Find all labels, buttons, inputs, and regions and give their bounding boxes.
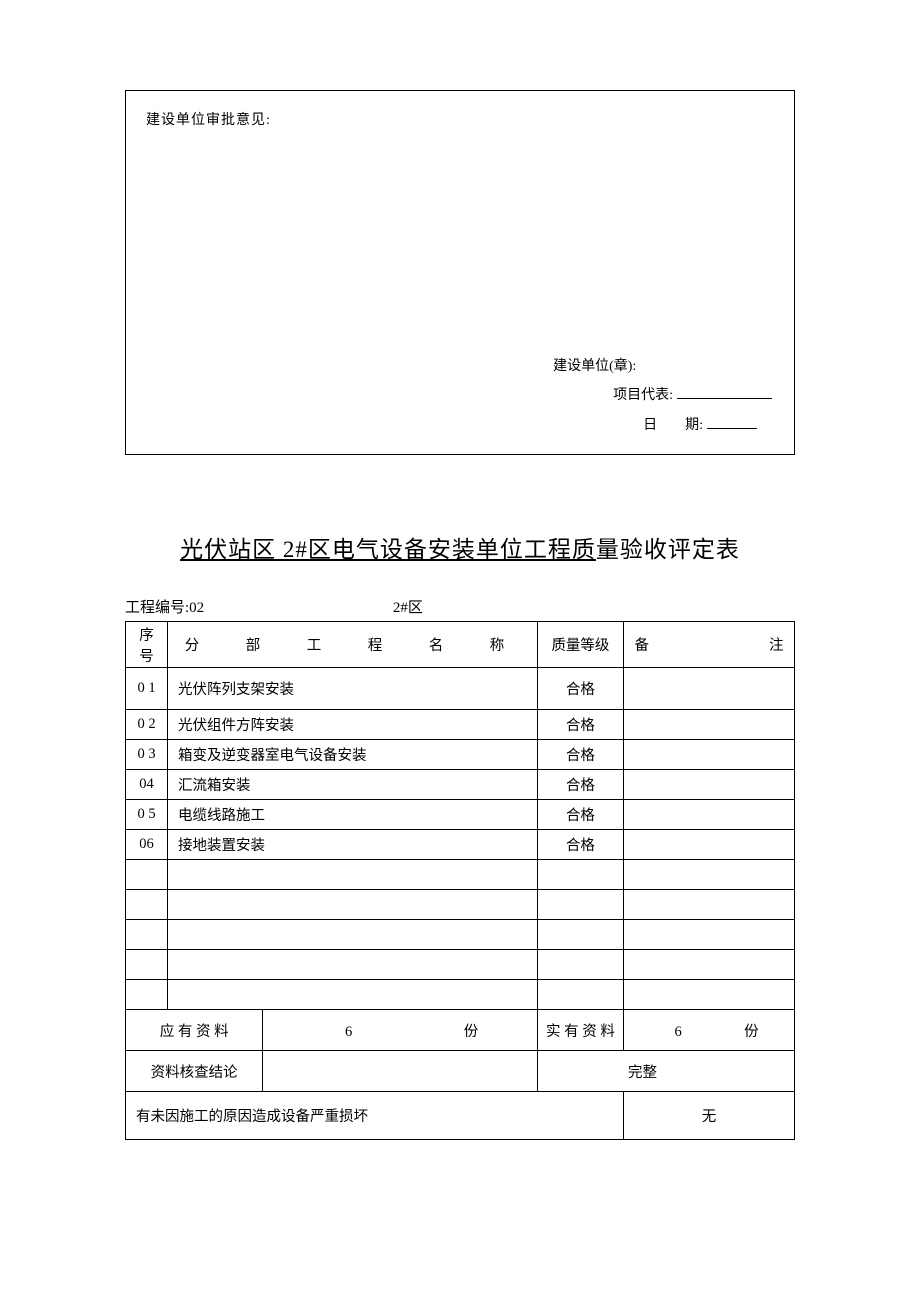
table-row-empty [126, 980, 795, 1010]
table-row-empty [126, 890, 795, 920]
cell-name: 电缆线路施工 [168, 800, 538, 830]
approval-unit-seal: 建设单位(章): [553, 352, 772, 381]
approval-footer: 建设单位(章): 项目代表: 日 期: [553, 352, 772, 440]
cell-name: 光伏阵列支架安装 [168, 668, 538, 710]
cell-remark [623, 668, 794, 710]
zone-label: 2#区 [393, 596, 423, 617]
hdr-grade: 质量等级 [538, 622, 624, 668]
cell-remark [623, 770, 794, 800]
check-label: 资料核查结论 [126, 1051, 263, 1091]
cell-name: 接地装置安装 [168, 830, 538, 860]
req-label: 应 有 资 料 [126, 1010, 263, 1050]
hdr-name: 分 部 工 程 名 称 [168, 622, 538, 668]
summary-damage-row: 有未因施工的原因造成设备严重损坏 无 [126, 1092, 795, 1140]
check-result: 完整 [538, 1051, 795, 1092]
damage-label: 有未因施工的原因造成设备严重损坏 [126, 1092, 624, 1140]
cell-remark [623, 710, 794, 740]
approval-date-suffix: 期: [685, 418, 703, 433]
hdr-seq: 序号 [126, 622, 168, 668]
cell-grade: 合格 [538, 710, 624, 740]
cell-remark [623, 800, 794, 830]
evaluation-table: 序号 分 部 工 程 名 称 质量等级 备注 0 1 光伏阵列支架安装 合格 0… [125, 621, 795, 1140]
proj-no-label: 工程编号: [125, 600, 189, 616]
cell-grade: 合格 [538, 770, 624, 800]
approval-date-prefix: 日 [643, 418, 657, 433]
cell-grade: 合格 [538, 668, 624, 710]
table-row: 04 汇流箱安装 合格 [126, 770, 795, 800]
approval-date-line: 日 期: [553, 411, 772, 440]
cell-grade: 合格 [538, 800, 624, 830]
actual-unit: 份 [721, 1020, 783, 1041]
cell-name: 汇流箱安装 [168, 770, 538, 800]
cell-seq: 0 2 [126, 710, 168, 740]
rep-underline [677, 398, 772, 399]
page-title: 光伏站区 2#区电气设备安装单位工程质量验收评定表 [125, 530, 795, 564]
cell-name: 光伏组件方阵安装 [168, 710, 538, 740]
proj-no-value: 02 [189, 600, 204, 616]
hdr-remark-a: 备 [634, 638, 649, 654]
meta-row: 工程编号:02 2#区 [125, 596, 795, 617]
table-header-row: 序号 分 部 工 程 名 称 质量等级 备注 [126, 622, 795, 668]
cell-name: 箱变及逆变器室电气设备安装 [168, 740, 538, 770]
table-row: 0 3 箱变及逆变器室电气设备安装 合格 [126, 740, 795, 770]
actual-label: 实 有 资 料 [538, 1010, 624, 1051]
hdr-remark-b: 注 [769, 638, 784, 654]
summary-check-row: 资料核查结论 完整 [126, 1051, 795, 1092]
table-row-empty [126, 950, 795, 980]
table-row: 0 1 光伏阵列支架安装 合格 [126, 668, 795, 710]
actual-count: 6 [636, 1024, 721, 1041]
table-row: 0 5 电缆线路施工 合格 [126, 800, 795, 830]
table-row-empty [126, 860, 795, 890]
req-count: 6 [278, 1024, 420, 1041]
damage-result: 无 [623, 1092, 794, 1140]
cell-seq: 0 5 [126, 800, 168, 830]
cell-seq: 0 3 [126, 740, 168, 770]
approval-rep-label: 项目代表: [613, 388, 673, 403]
req-unit: 份 [420, 1020, 523, 1041]
cell-grade: 合格 [538, 830, 624, 860]
cell-grade: 合格 [538, 740, 624, 770]
title-rest: 量验收评定表 [596, 537, 740, 562]
date-underline [707, 428, 757, 429]
approval-label: 建设单位审批意见: [146, 109, 774, 129]
table-row: 06 接地装置安装 合格 [126, 830, 795, 860]
approval-rep-line: 项目代表: [553, 381, 772, 410]
title-underlined: 光伏站区 2#区电气设备安装单位工程质 [180, 537, 596, 562]
table-row-empty [126, 920, 795, 950]
cell-remark [623, 830, 794, 860]
cell-seq: 04 [126, 770, 168, 800]
cell-seq: 0 1 [126, 668, 168, 710]
cell-remark [623, 740, 794, 770]
table-row: 0 2 光伏组件方阵安装 合格 [126, 710, 795, 740]
approval-box: 建设单位审批意见: 建设单位(章): 项目代表: 日 期: [125, 90, 795, 455]
summary-counts-row: 应 有 资 料 6份 实 有 资 料 6份 [126, 1010, 795, 1051]
cell-seq: 06 [126, 830, 168, 860]
hdr-remark: 备注 [623, 622, 794, 668]
